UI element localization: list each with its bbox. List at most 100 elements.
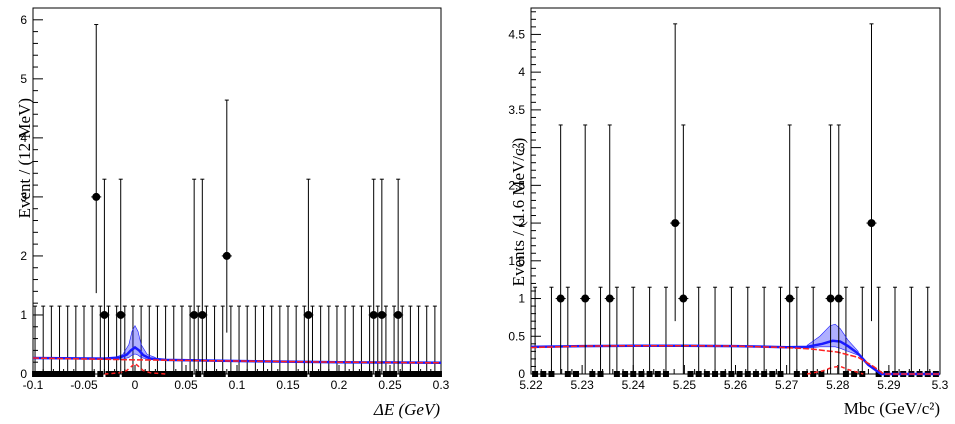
delta-e-panel: -0.1 -0.05 0 0.05 0.1 0.15 0.2 0.25 0.3 0 1 2 3 4 5 6 E… — [15, 7, 450, 419]
y-tick-label: 1 — [518, 292, 525, 306]
y-tick-label: 3 — [518, 141, 525, 155]
zero-bin-point — [350, 371, 357, 377]
x-tick-label: 5.24 — [622, 378, 646, 392]
zero-bin-point — [170, 371, 177, 377]
zero-bin-point — [301, 371, 308, 377]
data-point — [671, 219, 680, 228]
zero-bin-point — [276, 371, 283, 377]
axis-ticks: 5.22 5.23 5.24 5.25 5.26 5.27 5.28 5.29 5.3 0 0.5 1… — [508, 11, 949, 392]
data-point — [581, 294, 590, 303]
zero-bin-point — [354, 371, 361, 377]
zero-bin-point — [720, 371, 727, 377]
zero-bin-point — [382, 371, 389, 377]
zero-bin-point — [423, 371, 430, 377]
zero-bin-point — [810, 371, 817, 377]
y-tick-label: 4 — [20, 131, 27, 145]
zero-bin-point — [72, 371, 79, 377]
x-tick-label: 0.1 — [229, 378, 246, 392]
data-point — [377, 310, 386, 319]
zero-bin-point — [195, 371, 202, 377]
x-tick-label: 5.25 — [673, 378, 697, 392]
y-tick-label: 2 — [518, 216, 525, 230]
y-tick-label: 2 — [20, 249, 27, 263]
y-tick-label: 6 — [20, 13, 27, 27]
zero-bin-point — [540, 371, 547, 377]
zero-bin-point — [687, 371, 694, 377]
zero-bin-point — [761, 371, 768, 377]
y-tick-label: 4.5 — [508, 27, 525, 41]
zero-bin-point — [285, 371, 291, 377]
zero-bin-point — [162, 371, 169, 377]
zero-bin-point — [346, 371, 353, 377]
zero-bin-point — [638, 371, 645, 377]
x-axis-title: Mbc (GeV/c²) — [844, 399, 940, 418]
zero-bin-point — [142, 371, 149, 377]
y-tick-label: 1 — [20, 308, 27, 322]
zero-bin-point — [613, 371, 620, 377]
zero-bin-point — [362, 371, 369, 377]
y-tick-label: 3 — [20, 190, 27, 204]
data-point — [222, 251, 231, 260]
zero-bin-point — [252, 371, 259, 377]
x-tick-label: 0 — [132, 378, 139, 392]
zero-bin-point — [52, 371, 59, 377]
zero-bin-point — [293, 371, 300, 377]
zero-bin-point — [236, 371, 243, 377]
zero-bin-point — [129, 371, 136, 377]
zero-bin-point — [427, 371, 434, 377]
zero-bin-point — [32, 371, 39, 377]
zero-bin-point — [744, 371, 751, 377]
y-tick-label: 5 — [20, 72, 27, 86]
zero-bin-point — [280, 371, 287, 377]
zero-bin-point — [630, 371, 637, 377]
zero-bin-point — [712, 371, 719, 377]
zero-bin-point — [435, 371, 442, 377]
zero-bin-point — [875, 371, 882, 377]
x-tick-label: -0.05 — [70, 378, 98, 392]
zero-bin-point — [646, 371, 653, 377]
zero-bin-point — [203, 371, 210, 377]
y-tick-label: 0 — [518, 367, 525, 381]
zero-bin-point — [244, 371, 251, 377]
zero-bin-point — [36, 371, 43, 377]
x-tick-label: 5.3 — [932, 378, 949, 392]
zero-bin-point — [374, 371, 381, 377]
zero-bin-point — [187, 371, 194, 377]
zero-bin-point — [654, 371, 661, 377]
x-tick-label: 5.29 — [877, 378, 901, 392]
mbc-panel: 5.22 5.23 5.24 5.25 5.26 5.27 5.28 5.29 5.3 0 0.5 1… — [508, 7, 949, 418]
data-point — [605, 294, 614, 303]
zero-bin-point — [272, 371, 279, 377]
y-tick-label: 0 — [20, 367, 27, 381]
zero-bin-point — [146, 371, 153, 377]
zero-bin-point — [532, 371, 539, 377]
zero-bin-point — [622, 371, 629, 377]
zero-bin-point — [802, 371, 809, 377]
zero-bin-point — [589, 371, 596, 377]
axis-ticks: -0.1 -0.05 0 0.05 0.1 0.15 0.2 0.25 0.3 0 1 2 3 4 5 6 — [20, 7, 450, 392]
data-point — [304, 310, 313, 319]
y-tick-label: 3.5 — [508, 103, 525, 117]
zero-bin-point — [64, 371, 71, 377]
zero-bin-point — [851, 371, 858, 377]
background-curve — [530, 344, 940, 375]
zero-bin-point — [703, 371, 710, 377]
y-tick-label: 0.5 — [508, 329, 525, 343]
zero-bin-point — [769, 371, 776, 377]
zero-bin-point — [387, 371, 393, 377]
zero-bin-point — [60, 371, 67, 377]
zero-bin-point — [81, 371, 87, 377]
zero-bin-point — [264, 371, 271, 377]
zero-bin-point — [662, 371, 669, 377]
data-point — [679, 294, 688, 303]
zero-bin-point — [268, 371, 275, 377]
signal-curve — [806, 365, 864, 375]
zero-bin-point — [818, 371, 825, 377]
plot-marks — [32, 24, 442, 377]
zero-bin-point — [44, 371, 51, 377]
data-point — [116, 310, 125, 319]
zero-bin-point — [256, 371, 263, 377]
zero-bin-point — [183, 371, 189, 377]
zero-bin-point — [219, 371, 226, 377]
zero-bin-point — [321, 371, 328, 377]
